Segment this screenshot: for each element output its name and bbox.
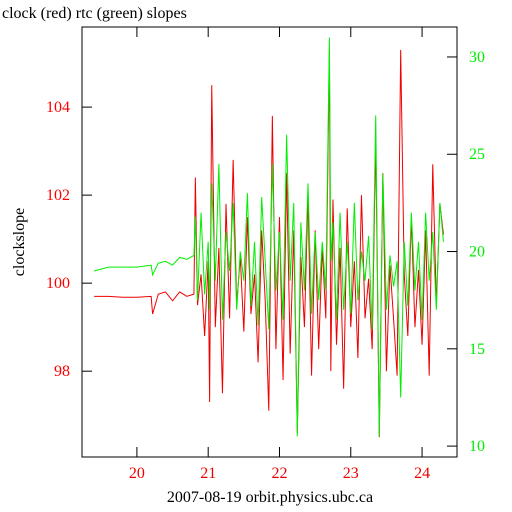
x-tick-label: 21 — [200, 465, 216, 482]
x-tick-label: 23 — [343, 465, 359, 482]
y-axis-label: clockslope — [11, 208, 28, 276]
y-tick-label: 98 — [54, 363, 70, 380]
chart-title: clock (red) rtc (green) slopes — [2, 5, 187, 22]
x-tick-label: 22 — [271, 465, 287, 482]
y2-tick-label: 25 — [469, 146, 485, 163]
x-tick-label: 20 — [129, 465, 145, 482]
y-tick-label: 100 — [46, 275, 70, 292]
y-tick-label: 102 — [46, 187, 70, 204]
series-line — [93, 37, 444, 437]
x-axis-label: 2007-08-19 orbit.physics.ubc.ca — [167, 489, 373, 506]
plot-frame — [81, 26, 458, 458]
y2-tick-label: 15 — [469, 341, 485, 358]
y2-tick-label: 10 — [469, 438, 485, 455]
series-line — [94, 49, 444, 438]
y-tick-label: 104 — [46, 99, 70, 116]
y2-tick-label: 30 — [469, 49, 485, 66]
x-tick-label: 24 — [414, 465, 430, 482]
y2-tick-label: 20 — [469, 244, 485, 261]
